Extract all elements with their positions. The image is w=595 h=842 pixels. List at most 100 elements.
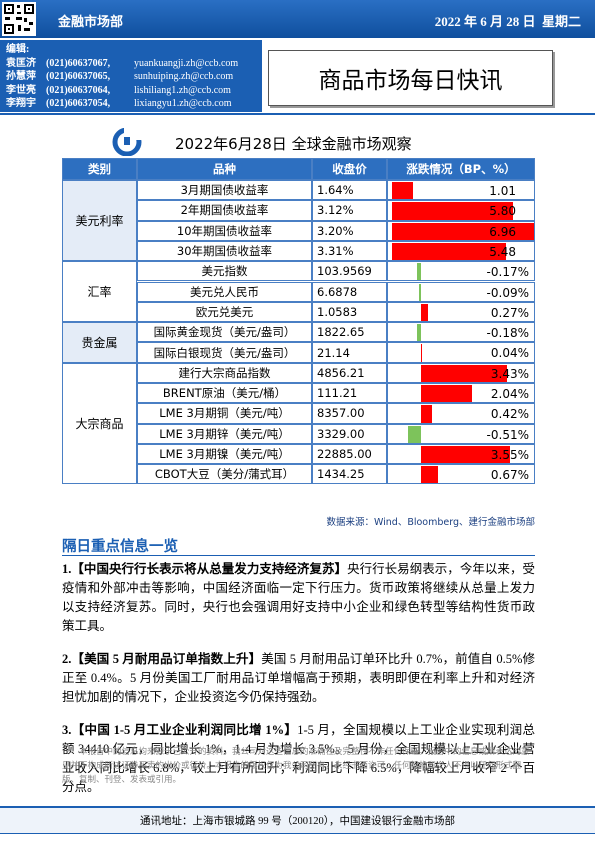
change-cell: 5.48 bbox=[387, 240, 535, 262]
item-cell: 美元兑人民币 bbox=[137, 281, 312, 302]
item-cell: 欧元兑美元 bbox=[137, 301, 312, 323]
change-label: 3.55% bbox=[490, 447, 529, 462]
change-bar bbox=[416, 263, 421, 281]
change-bar bbox=[408, 425, 421, 443]
close-cell: 6.6878 bbox=[312, 281, 387, 302]
change-bar bbox=[392, 242, 506, 261]
change-label: 1.01 bbox=[489, 184, 516, 198]
change-label: -0.09% bbox=[486, 285, 529, 300]
change-label: 0.67% bbox=[490, 468, 529, 483]
contact-name: 李翔宇 bbox=[6, 98, 36, 109]
close-cell: 1.64% bbox=[312, 180, 387, 201]
contact-email: lixiangyu1.zh@ccb.com bbox=[134, 98, 232, 109]
contact-phone: (021)60637064, bbox=[46, 84, 111, 96]
change-cell: 0.42% bbox=[387, 403, 535, 424]
contact: 孙慧萍 (021)60637065, sunhuiping.zh@ccb.com bbox=[6, 70, 256, 84]
footer: 通讯地址：上海市银城路 99 号（200120），中国建设银行金融市场部 bbox=[0, 806, 595, 834]
change-cell: -0.17% bbox=[387, 261, 535, 282]
category-cell: 美元利率 bbox=[62, 180, 137, 262]
change-cell: 1.01 bbox=[387, 180, 535, 201]
table-title: 2022年6月28日 全球金融市场观察 bbox=[175, 135, 412, 153]
change-cell: -0.51% bbox=[387, 423, 535, 444]
change-bar bbox=[421, 364, 507, 382]
change-label: 3.43% bbox=[490, 366, 529, 381]
column-header: 品种 bbox=[137, 158, 312, 180]
change-label: 5.48 bbox=[489, 244, 516, 259]
change-bar bbox=[421, 445, 510, 464]
column-header: 收盘价 bbox=[312, 158, 387, 180]
change-cell: -0.18% bbox=[387, 322, 535, 343]
change-label: 2.04% bbox=[490, 387, 529, 401]
item-cell: LME 3月期铜（美元/吨） bbox=[137, 403, 312, 424]
contact-name: 孙慧萍 bbox=[6, 71, 36, 82]
close-cell: 3329.00 bbox=[312, 423, 387, 444]
change-bar bbox=[418, 283, 421, 301]
change-label: 6.96 bbox=[489, 224, 516, 239]
editor-label: 编辑: bbox=[6, 44, 30, 55]
contact-name: 李世亮 bbox=[6, 84, 36, 96]
change-label: 0.42% bbox=[490, 407, 529, 422]
close-cell: 111.21 bbox=[312, 383, 387, 404]
news-item: 1.【中国央行行长表示将从总量发力支持经济复苏】央行行长易纲表示，今年以来，受疫… bbox=[62, 560, 535, 636]
change-cell: 5.80 bbox=[387, 200, 535, 221]
change-bar bbox=[421, 385, 472, 403]
contact-email: lishiliang1.zh@ccb.com bbox=[134, 84, 231, 96]
change-cell: -0.09% bbox=[387, 281, 535, 302]
change-label: -0.51% bbox=[486, 427, 529, 442]
top-bar: 金融市场部 2022 年 6 月 28 日 星期二 bbox=[0, 0, 595, 38]
contact-name: 袁匡济 bbox=[6, 57, 36, 69]
report-title: 商品市场每日快讯 bbox=[268, 50, 553, 106]
close-cell: 21.14 bbox=[312, 342, 387, 363]
contact: 李世亮 (021)60637064, lishiliang1.zh@ccb.com bbox=[6, 84, 256, 98]
item-cell: BRENT原油（美元/桶） bbox=[137, 383, 312, 404]
news-list: 1.【中国央行行长表示将从总量发力支持经济复苏】央行行长易纲表示，今年以来，受疫… bbox=[62, 560, 535, 797]
close-cell: 103.9569 bbox=[312, 261, 387, 282]
close-cell: 3.31% bbox=[312, 240, 387, 262]
contact-phone: (021)60637065, bbox=[46, 71, 111, 82]
column-header: 类别 bbox=[62, 158, 137, 180]
contacts: 编辑: 袁匡济 (021)60637067, yuankuangji.zh@ccb.… bbox=[0, 40, 262, 112]
news-item: 3.【中国 1-5 月工业企业利润同比增 1%】1-5 月，全国规模以上工业企业… bbox=[62, 721, 535, 797]
news-lead: 1.【中国央行行长表示将从总量发力支持经济复苏】 bbox=[62, 562, 348, 576]
bank-logo bbox=[112, 128, 142, 156]
divider bbox=[0, 113, 595, 115]
close-cell: 22885.00 bbox=[312, 443, 387, 465]
change-bar bbox=[421, 405, 432, 423]
news-item: 2.【美国 5 月耐用品订单指数上升】美国 5 月耐用品订单环比升 0.7%，前… bbox=[62, 650, 535, 707]
item-cell: 3月期国债收益率 bbox=[137, 180, 312, 201]
close-cell: 1.0583 bbox=[312, 301, 387, 323]
change-label: -0.18% bbox=[486, 326, 529, 341]
close-cell: 4856.21 bbox=[312, 362, 387, 383]
heading-rule bbox=[62, 555, 535, 556]
category-cell: 贵金属 bbox=[62, 322, 137, 363]
news-lead: 2.【美国 5 月耐用品订单指数上升】 bbox=[62, 652, 262, 666]
category-cell: 汇率 bbox=[62, 261, 137, 323]
change-bar bbox=[392, 222, 534, 240]
change-cell: 6.96 bbox=[387, 220, 535, 241]
contact: 袁匡济 (021)60637067, yuankuangji.zh@ccb.com bbox=[6, 57, 256, 71]
change-label: 5.80 bbox=[489, 204, 516, 219]
change-bar bbox=[392, 182, 413, 200]
contact: 李翔宇 (021)60637054, lixiangyu1.zh@ccb.com bbox=[6, 97, 256, 111]
item-cell: 2年期国债收益率 bbox=[137, 200, 312, 221]
column-header: 涨跌情况（BP、%） bbox=[387, 158, 535, 180]
close-cell: 1822.65 bbox=[312, 322, 387, 343]
qr-code bbox=[2, 2, 36, 36]
change-bar bbox=[392, 202, 513, 220]
change-cell: 0.04% bbox=[387, 342, 535, 363]
change-cell: 2.04% bbox=[387, 383, 535, 404]
item-cell: 30年期国债收益率 bbox=[137, 240, 312, 262]
change-cell: 0.67% bbox=[387, 464, 535, 485]
item-cell: LME 3月期镍（美元/吨） bbox=[137, 443, 312, 465]
close-cell: 8357.00 bbox=[312, 403, 387, 424]
change-cell: 0.27% bbox=[387, 301, 535, 323]
change-bar bbox=[421, 344, 422, 362]
news-body: 美国 5 月耐用品订单环比升 0.7%，前值自 0.5%修正至 0.4%。5 月… bbox=[62, 652, 535, 704]
change-cell: 3.43% bbox=[387, 362, 535, 383]
change-label: -0.17% bbox=[486, 265, 529, 280]
disclaimer: 本报告中的信息均来源于已公开的资料，我公司对这些信息的准确性及完整性不作任何保证… bbox=[62, 746, 530, 784]
item-cell: 10年期国债收益率 bbox=[137, 220, 312, 241]
news-lead: 3.【中国 1-5 月工业企业利润同比增 1%】 bbox=[62, 723, 298, 737]
department: 金融市场部 bbox=[58, 15, 124, 30]
